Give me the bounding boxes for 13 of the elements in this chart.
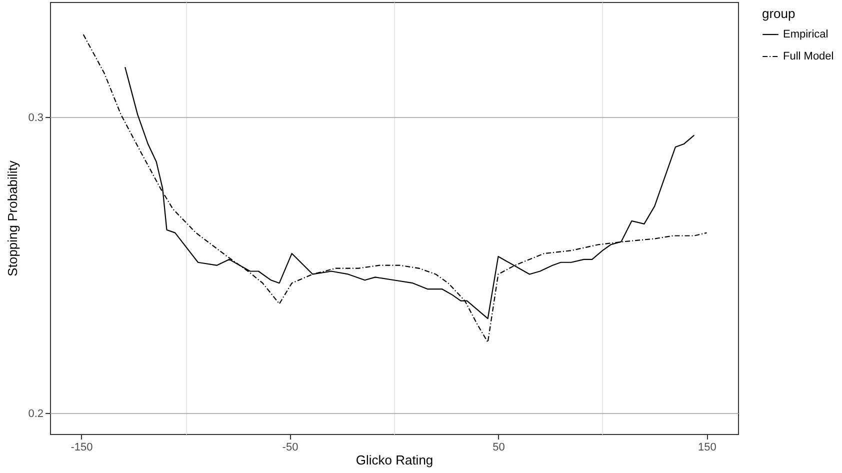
y-tick-label: 0.3	[28, 112, 44, 124]
y-tick-label: 0.2	[28, 408, 44, 420]
x-axis-title: Glicko Rating	[356, 452, 434, 468]
x-tick-label: -50	[282, 442, 298, 454]
legend-label: Empirical	[783, 28, 828, 40]
x-tick-label: -150	[70, 442, 93, 454]
x-tick-label: 150	[698, 442, 716, 454]
y-axis-title: Stopping Probability	[5, 160, 20, 276]
x-tick-label: 50	[492, 442, 505, 454]
line-series	[82, 34, 708, 343]
legend-title: group	[762, 6, 796, 21]
line-series	[124, 66, 695, 320]
legend-label: Full Model	[783, 50, 834, 62]
